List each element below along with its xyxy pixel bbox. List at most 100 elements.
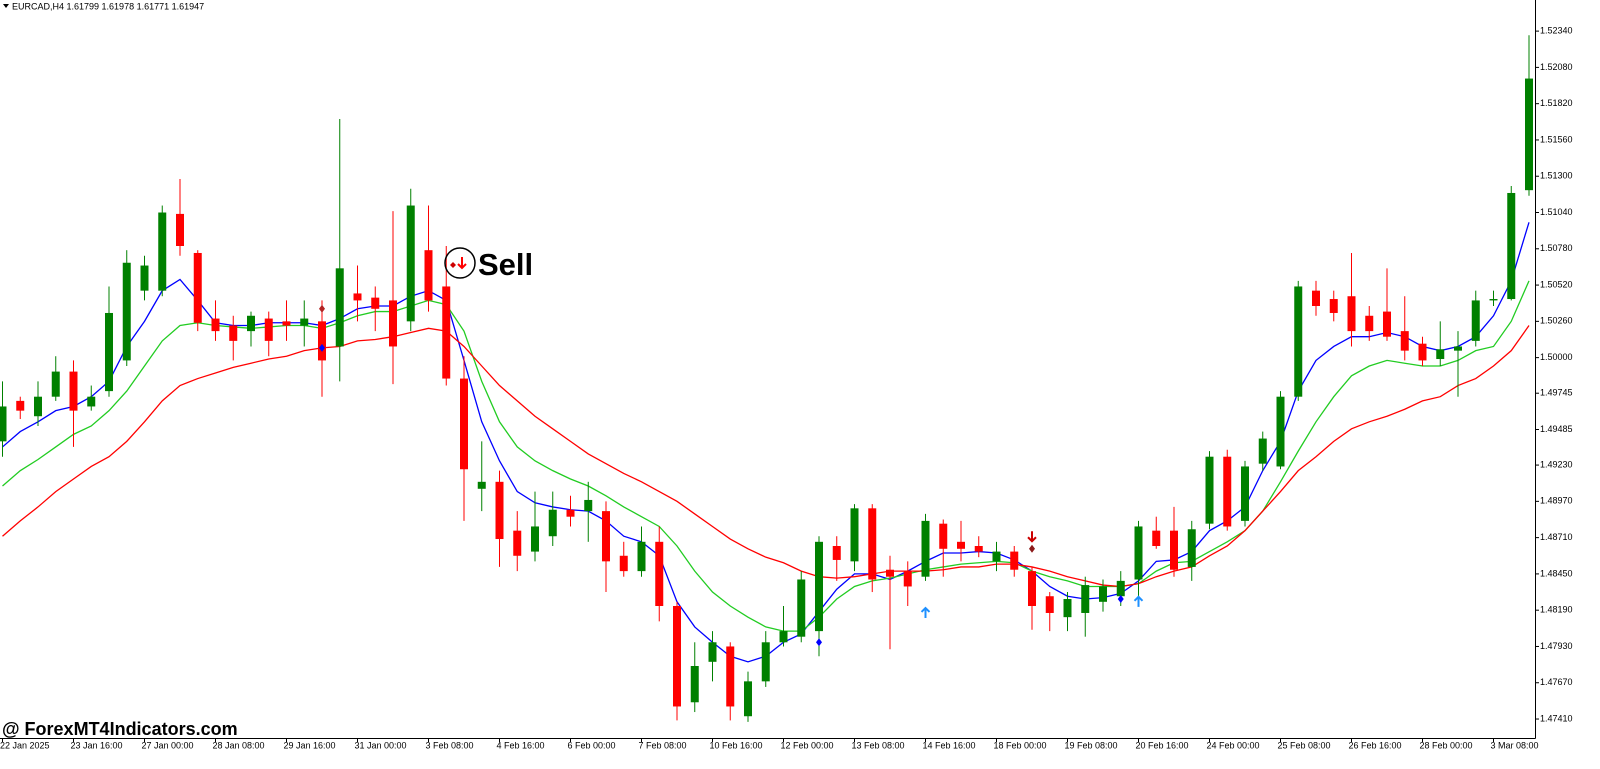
- x-tick-label: 28 Jan 08:00: [213, 740, 265, 750]
- y-tick-label: 1.51040: [1540, 207, 1573, 217]
- x-tick-label: 24 Feb 00:00: [1207, 740, 1260, 750]
- x-tick-label: 28 Feb 00:00: [1420, 740, 1473, 750]
- candle-body: [1400, 331, 1409, 351]
- candle-body: [69, 371, 78, 411]
- candle-body: [300, 318, 309, 326]
- y-tick-label: 1.48970: [1540, 496, 1573, 506]
- x-tick-label: 23 Jan 16:00: [71, 740, 123, 750]
- sell-icon-arrow: [457, 257, 467, 270]
- candle-body: [797, 579, 806, 637]
- candle-body: [637, 541, 646, 572]
- candle-body: [584, 499, 593, 512]
- signal-diamond: [816, 638, 822, 647]
- candle-body: [371, 297, 380, 309]
- candle-body: [726, 646, 735, 707]
- candle-body: [477, 481, 486, 489]
- candle-body: [1134, 526, 1143, 580]
- y-tick-label: 1.50260: [1540, 316, 1573, 326]
- candle-body: [87, 396, 96, 407]
- candle-body: [708, 642, 717, 662]
- watermark: @ ForexMT4Indicators.com: [2, 719, 238, 739]
- candle-body: [424, 250, 433, 301]
- y-tick-label: 1.50780: [1540, 243, 1573, 253]
- candle-body: [939, 523, 948, 549]
- candle-body: [832, 546, 841, 560]
- symbol-menu-icon[interactable]: [3, 4, 9, 8]
- signal-diamond: [1117, 595, 1124, 604]
- candle-body: [1436, 349, 1445, 360]
- candle-body: [1116, 580, 1125, 597]
- signal-arrow: [1027, 531, 1037, 543]
- x-tick-label: 14 Feb 16:00: [923, 740, 976, 750]
- x-tick-label: 4 Feb 16:00: [497, 740, 545, 750]
- candle-body: [1187, 529, 1196, 567]
- candle-body: [406, 205, 415, 322]
- candle-body: [566, 509, 575, 517]
- candle-body: [850, 508, 859, 562]
- candle-body: [247, 315, 255, 332]
- candle-body: [1276, 396, 1285, 467]
- candle-body: [1010, 551, 1019, 570]
- x-tick-label: 7 Feb 08:00: [639, 740, 687, 750]
- y-tick-label: 1.49745: [1540, 388, 1573, 398]
- y-tick-label: 1.52340: [1540, 25, 1573, 35]
- signal-diamond: [319, 343, 325, 352]
- chart-title: EURCAD,H4 1.61799 1.61978 1.61771 1.6194…: [12, 1, 204, 11]
- candle-body: [602, 511, 610, 562]
- y-tick-label: 1.50520: [1540, 279, 1573, 289]
- x-tick-label: 6 Feb 00:00: [568, 740, 616, 750]
- candle-body: [1241, 466, 1249, 521]
- y-tick-label: 1.48190: [1540, 605, 1573, 615]
- candle-body: [1081, 585, 1090, 613]
- candle-body: [815, 541, 823, 632]
- candle-body: [1045, 596, 1054, 613]
- candle-body: [16, 400, 25, 411]
- candle-body: [1418, 343, 1427, 361]
- candle-body: [903, 571, 912, 587]
- candle-body: [229, 325, 238, 341]
- candle-body: [868, 508, 877, 580]
- x-tick-label: 25 Feb 08:00: [1278, 740, 1331, 750]
- candle-body: [335, 268, 344, 347]
- candle-body: [513, 530, 522, 556]
- x-tick-label: 19 Feb 08:00: [1065, 740, 1118, 750]
- x-tick-label: 18 Feb 00:00: [994, 740, 1047, 750]
- candle-body: [1028, 571, 1036, 606]
- candle-body: [655, 541, 664, 606]
- ma-line: [2, 325, 1530, 588]
- y-tick-label: 1.49230: [1540, 459, 1573, 469]
- sell-annotation: Sell: [444, 247, 533, 282]
- candle-body: [779, 631, 788, 643]
- y-tick-label: 1.51820: [1540, 98, 1573, 108]
- candle-body: [140, 265, 149, 291]
- y-tick-label: 1.48450: [1540, 568, 1573, 578]
- signal-arrow: [920, 606, 931, 618]
- candle-body: [548, 509, 557, 537]
- candle-body: [921, 520, 930, 577]
- candle-body: [122, 262, 131, 361]
- candle-body: [619, 555, 628, 572]
- candle-body: [531, 526, 539, 552]
- candle-body: [1383, 311, 1391, 337]
- candle-body: [158, 212, 167, 291]
- candle-body: [1294, 286, 1303, 397]
- x-tick-label: 22 Jan 2025: [0, 740, 50, 750]
- candle-body: [495, 481, 504, 540]
- y-tick-label: 1.47930: [1540, 641, 1573, 651]
- x-tick-label: 26 Feb 16:00: [1349, 740, 1402, 750]
- y-tick-label: 1.51560: [1540, 134, 1573, 144]
- candle-body: [1329, 299, 1338, 313]
- candle-body: [1347, 296, 1356, 332]
- candle-body: [51, 371, 60, 397]
- y-tick-label: 1.52080: [1540, 62, 1573, 72]
- candle-body: [389, 300, 397, 347]
- candle-body: [193, 252, 202, 323]
- candle-body: [460, 378, 468, 470]
- candle-body: [1258, 438, 1267, 464]
- candle-body: [673, 606, 681, 707]
- y-tick-label: 1.50000: [1540, 352, 1573, 362]
- candle-body: [957, 541, 965, 549]
- signal-diamond: [1029, 544, 1035, 553]
- candle-body: [1099, 586, 1107, 602]
